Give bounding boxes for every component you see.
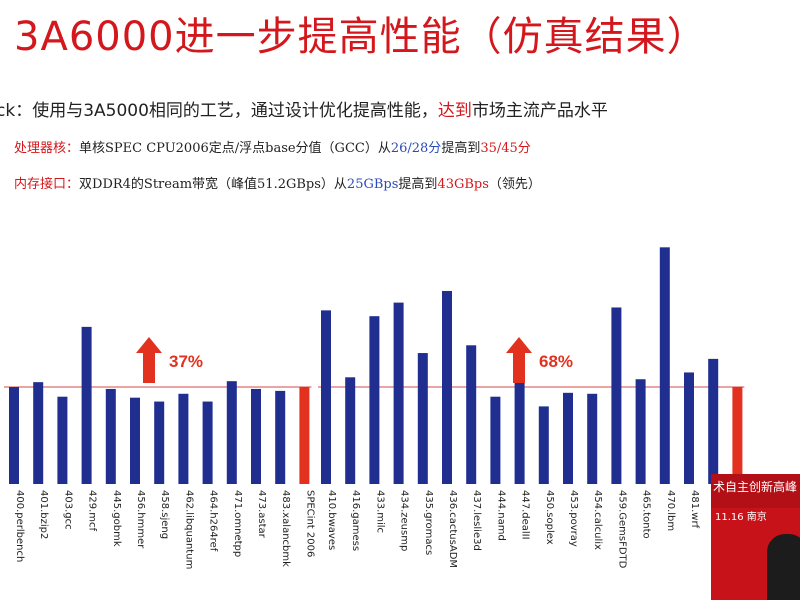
tick-label-453.povray: 453.povray [568,490,579,547]
tick-label-464.h264ref: 464.h264ref [208,490,219,552]
bar-436.cactusADM [442,290,452,484]
cpu-from-score: 26/28分 [390,141,442,156]
video-banner: 术自主创新高峰 [711,474,800,508]
tick-label-410.bwaves: 410.bwaves [326,490,337,550]
cpu-label: 处理器核： [14,141,80,156]
tick-label-473.astar: 473.astar [256,490,267,539]
cpu-text-2: 提高到 [441,141,481,156]
subtitle-prefix: ck：使用与3A5000相同的工艺，通过设计优化提高性能， [0,101,438,121]
bar-456.hmmer [130,397,140,484]
bar-400.perlbench [9,387,19,484]
subtitle-emphasis: 达到 [437,101,472,121]
tick-label-401.bzip2: 401.bzip2 [38,490,49,539]
cpu-line: 处理器核：单核SPEC CPU2006定点/浮点base分值（GCC）从26/2… [14,137,531,156]
bar-434.zeusmp [393,302,404,484]
bar-483.xalancbmk [275,390,286,484]
tick-label-400.perlbench: 400.perlbench [14,490,25,562]
memory-from-bandwidth: 25GBps [346,177,399,192]
improvement-label-2: 68% [539,352,573,371]
bar-453.povray [563,392,573,484]
tick-label-459.GemsFDTD: 459.GemsFDTD [616,490,627,569]
tick-label-458.sjeng: 458.sjeng [159,490,170,539]
tick-label-450.soplex: 450.soplex [544,490,555,545]
memory-text-3: （领先） [488,177,541,192]
bar-437.leslie3d [466,345,477,484]
tick-label-462.libquantum: 462.libquantum [183,490,194,569]
tick-label-403.gcc: 403.gcc [62,490,73,530]
improvement-arrow-2 [506,337,532,383]
cpu-text-1: 单核SPEC CPU2006定点/浮点base分值（GCC）从 [79,141,391,156]
bar-481.wrf [684,372,694,484]
bar-465.tonto [635,379,646,484]
tick-label-465.tonto: 465.tonto [641,490,652,539]
tick-label-470.lbm: 470.lbm [665,490,676,531]
memory-text-1: 双DDR4的Stream带宽（峰值51.2GBps）从 [79,177,347,192]
bar-group-2-average [732,387,743,484]
video-date: 11.16 南京 [715,512,767,523]
memory-label: 内存接口： [14,177,80,192]
bar-450.soplex [538,406,549,484]
bar-447.dealII [514,357,525,484]
memory-line: 内存接口：双DDR4的Stream带宽（峰值51.2GBps）从25GBps提高… [14,173,541,192]
tick-label-444.namd: 444.namd [495,490,506,541]
tick-label-456.hmmer: 456.hmmer [135,490,146,549]
speaker-video-inset: 术自主创新高峰 11.16 南京 [711,474,800,600]
bar-435.gromacs [417,353,428,484]
bar-482.sphinx3 [708,358,719,484]
tick-label-437.leslie3d: 437.leslie3d [471,490,482,551]
bar-445.gobmk [105,388,116,484]
bar-473.astar [251,388,261,484]
bar-429.mcf [81,326,92,484]
tick-label-447.dealII: 447.dealII [520,490,531,540]
tick-label-416.gamess: 416.gamess [350,490,361,551]
bar-454.calculix [587,393,598,484]
tick-label-SPECint 2006: SPECint 2006 [304,490,315,557]
bar-401.bzip2 [33,382,44,484]
memory-text-2: 提高到 [398,177,438,192]
slide-subtitle: ck：使用与3A5000相同的工艺，通过设计优化提高性能，达到市场主流产品水平 [0,96,608,121]
bar-433.milc [369,316,380,484]
speaker-silhouette [767,534,800,600]
tick-label-436.cactusADM: 436.cactusADM [447,490,458,568]
tick-label-435.gromacs: 435.gromacs [423,490,434,555]
tick-label-434.zeusmp: 434.zeusmp [399,490,410,551]
improvement-arrow-1 [136,337,162,383]
bar-458.sjeng [154,401,165,484]
tick-label-471.omnetpp: 471.omnetpp [232,490,243,557]
bar-459.GemsFDTD [611,307,622,484]
bar-403.gcc [57,396,68,484]
bar-462.libquantum [178,393,189,484]
memory-to-bandwidth: 43GBps [437,177,489,192]
bar-464.h264ref [202,401,213,484]
tick-label-433.milc: 433.milc [374,490,385,533]
tick-label-445.gobmk: 445.gobmk [111,490,122,547]
tick-label-481.wrf: 481.wrf [689,490,700,529]
bar-444.namd [490,396,501,484]
bar-SPECint 2006 [299,387,310,484]
tick-label-429.mcf: 429.mcf [87,490,98,532]
bar-416.gamess [345,377,356,484]
bar-410.bwaves [321,310,331,484]
tick-label-483.xalancbmk: 483.xalancbmk [280,490,291,567]
improvement-label-1: 37% [169,352,203,371]
tick-label-454.calculix: 454.calculix [592,490,603,550]
slide-title: 3A6000进一步提高性能（仿真结果） [14,14,708,60]
subtitle-suffix: 市场主流产品水平 [471,101,608,121]
bar-471.omnetpp [226,381,237,484]
cpu-to-score: 35/45分 [480,141,531,156]
bar-470.lbm [659,247,670,484]
